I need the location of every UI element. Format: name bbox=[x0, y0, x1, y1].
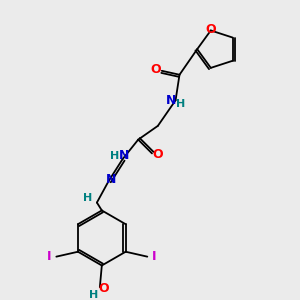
Text: O: O bbox=[98, 282, 109, 295]
Text: H: H bbox=[83, 193, 93, 202]
Text: O: O bbox=[206, 23, 216, 36]
Text: H: H bbox=[89, 290, 99, 300]
Text: O: O bbox=[151, 63, 161, 76]
Text: N: N bbox=[119, 149, 130, 162]
Text: H: H bbox=[110, 151, 119, 161]
Text: O: O bbox=[153, 148, 163, 161]
Text: I: I bbox=[47, 250, 52, 263]
Text: H: H bbox=[176, 99, 185, 109]
Text: I: I bbox=[152, 250, 156, 263]
Text: N: N bbox=[166, 94, 176, 107]
Text: N: N bbox=[106, 173, 116, 186]
